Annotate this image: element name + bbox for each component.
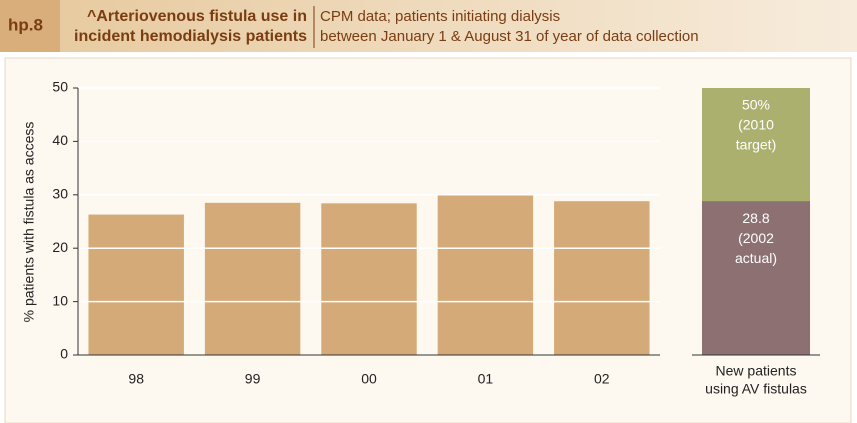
subtitle: CPM data; patients initiating dialysis [320,8,560,25]
target-note: (2010 [738,117,774,133]
bar [204,202,301,355]
x-tick-label: 00 [361,371,377,387]
code-box [0,0,60,52]
target-label: 50% [742,97,770,113]
y-tick-label: 20 [52,239,68,255]
x-tick-label: 98 [128,371,144,387]
actual-bar [702,201,810,355]
y-tick-label: 50 [52,79,68,95]
title: incident hemodialysis patients [74,28,307,45]
title: ^Arteriovenous fistula use in [87,8,307,25]
header-band [0,0,857,52]
y-tick-label: 0 [60,346,68,362]
actual-note: (2002 [738,230,774,246]
y-tick-label: 30 [52,186,68,202]
subtitle: between January 1 & August 31 of year of… [320,28,699,45]
bar [437,194,534,355]
x-tick-label: 99 [245,371,261,387]
target-note: target) [736,137,776,153]
y-axis-label: % patients with fistula as access [21,122,37,323]
bar [88,214,184,355]
x-tick-label: 02 [594,371,610,387]
y-tick-label: 40 [52,132,68,148]
bar [554,201,650,355]
code: hp.8 [8,15,43,34]
side-category: using AV fistulas [705,381,807,397]
actual-label: 28.8 [742,210,769,226]
actual-note: actual) [735,250,777,266]
side-category: New patients [716,363,797,379]
x-tick-label: 01 [478,371,494,387]
bar [321,203,417,355]
y-tick-label: 10 [52,292,68,308]
